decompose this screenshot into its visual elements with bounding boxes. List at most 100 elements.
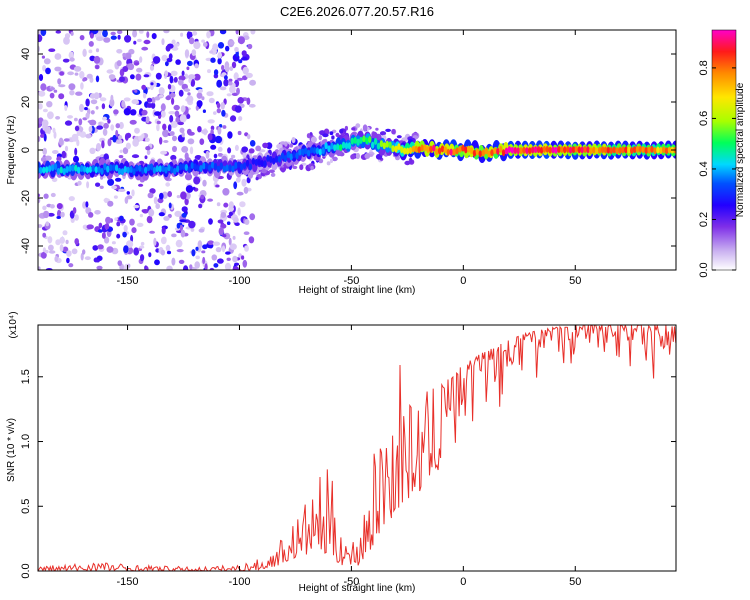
spectrogram-noise-cell [270, 172, 276, 177]
spectrogram-noise-cell [175, 239, 183, 248]
spectrogram-ridge-cell [68, 164, 72, 172]
spectrogram-noise-cell [63, 138, 70, 142]
spectrogram-noise-cell [96, 36, 104, 42]
spectrogram-noise-cell [185, 185, 194, 193]
spectrogram-noise-cell [202, 244, 208, 250]
spectrogram-noise-cell [155, 248, 160, 253]
spectrogram-noise-cell [165, 244, 171, 252]
spectrogram-y-tick-label: 40 [20, 48, 32, 60]
spectrogram-ridge-cell [368, 136, 372, 143]
spectrogram-x-axis-label: Height of straight line (km) [299, 285, 416, 296]
spectrogram-noise-cell [88, 126, 93, 133]
colorbar: 0.0 0.2 0.4 0.6 0.8 Normalized spectral ampl… [698, 29, 746, 278]
spectrogram-noise-cell [239, 201, 246, 208]
spectrogram-noise-cell [118, 188, 126, 192]
spectrogram-noise-cell [88, 41, 94, 47]
spectrogram-noise-cell [74, 125, 80, 132]
spectrogram-noise-cell [131, 189, 135, 197]
spectrogram-ridge-cell [77, 166, 81, 174]
spectrogram-noise-cell [130, 74, 135, 80]
spectrogram-noise-cell [62, 58, 70, 63]
spectrogram-noise-cell [142, 92, 147, 99]
spectrogram-noise-cell [217, 42, 225, 49]
spectrogram-noise-cell [125, 132, 132, 139]
spectrogram-ridge-cell [170, 166, 174, 174]
spectrogram-ridge-cell [295, 152, 299, 160]
spectrogram-ridge-cell [397, 143, 401, 151]
spectrogram-y-tick-label: -40 [20, 238, 32, 254]
spectrogram-noise-cell [163, 30, 170, 34]
spectrogram-noise-cell [330, 158, 333, 163]
spectrogram-noise-cell [207, 198, 214, 202]
spectrogram-noise-cell [194, 261, 200, 269]
spectrogram-noise-cell [148, 208, 155, 217]
spectrogram-noise-cell [134, 127, 140, 134]
spectrogram-noise-cell [222, 125, 227, 129]
spectrogram-ridge-cell [592, 146, 596, 154]
spectrogram-noise-cell [223, 202, 229, 208]
spectrogram-noise-cell [96, 143, 101, 151]
spectrogram-ridge-cell [53, 163, 58, 171]
spectrogram-noise-cell [141, 46, 149, 51]
spectrogram-noise-cell [86, 224, 94, 230]
spectrogram-noise-cell [129, 218, 135, 226]
colorbar-tick-label: 0.4 [698, 161, 710, 176]
spectrogram-ridge-cell [146, 164, 151, 172]
spectrogram-noise-cell [119, 76, 125, 83]
spectrogram-ridge-cell [45, 166, 49, 174]
spectrogram-noise-cell [276, 143, 283, 149]
spectrogram-noise-cell [169, 75, 174, 84]
spectrogram-noise-cell [72, 207, 77, 214]
spectrogram-noise-cell [331, 156, 338, 162]
spectrogram-noise-cell [183, 265, 189, 270]
spectrogram-noise-cell [146, 31, 150, 38]
snr-panel: -150 -100 -50 0 50 0.0 0.5 1.0 1.5 Height of str… [6, 311, 677, 594]
spectrogram-ridge-cell [525, 147, 529, 155]
spectrogram-ridge-cell [429, 145, 433, 153]
spectrogram-noise-cell [62, 246, 69, 253]
spectrogram-ridge-cell [405, 147, 410, 155]
spectrogram-noise-cell [101, 232, 106, 239]
spectrogram-noise-cell [38, 90, 46, 97]
spectrogram-noise-cell [184, 173, 193, 181]
spectrogram-noise-cell [146, 149, 151, 156]
spectrogram-noise-cell [249, 140, 256, 147]
spectrogram-noise-cell [69, 57, 75, 62]
spectrogram-noise-cell [207, 69, 211, 74]
spectrogram-noise-cell [41, 119, 49, 128]
spectrogram-noise-cell [55, 30, 62, 34]
spectrogram-noise-cell [164, 70, 169, 77]
snr-x-tick-label: 0 [460, 576, 466, 588]
spectrogram-y-tick-label: 20 [20, 96, 32, 108]
spectrogram-noise-cell [68, 51, 75, 59]
spectrogram-ridge-cell [391, 145, 395, 153]
spectrogram-noise-cell [209, 267, 215, 270]
spectrogram-noise-cell [198, 203, 203, 209]
spectrogram-noise-cell [379, 131, 387, 136]
spectrogram-ridge-cell [164, 166, 168, 174]
spectrogram-noise-cell [50, 192, 56, 198]
spectrogram-noise-cell [208, 119, 214, 123]
spectrogram-noise-cell [154, 111, 161, 116]
spectrogram-ridge-cell [437, 147, 442, 155]
spectrogram-noise-cell [38, 103, 43, 110]
spectrogram-noise-cell [179, 219, 187, 223]
spectrogram-noise-cell [79, 103, 84, 113]
spectrogram-ridge-cell [571, 146, 576, 154]
spectrogram-noise-cell [180, 105, 186, 113]
spectrogram-noise-cell [169, 115, 174, 123]
spectrogram-noise-cell [241, 178, 247, 187]
spectrogram-ridge-cell [327, 145, 331, 153]
spectrogram-noise-cell [98, 121, 102, 126]
spectrogram-noise-cell [279, 166, 287, 172]
spectrogram-ridge-cell [94, 166, 98, 174]
snr-x-tick-label: -150 [117, 576, 139, 588]
spectrogram-x-tick-label: -50 [343, 275, 359, 287]
spectrogram-ridge-cell [478, 150, 482, 158]
spectrogram-noise-cell [117, 135, 123, 140]
spectrogram-ridge-cell [458, 145, 462, 153]
spectrogram-noise-cell [362, 124, 368, 132]
spectrogram-noise-cell [241, 255, 245, 260]
spectrogram-ridge-cell [400, 146, 404, 154]
